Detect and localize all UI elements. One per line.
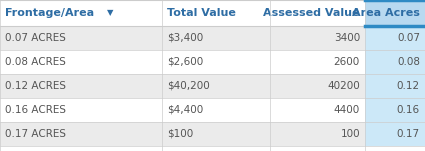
Text: Area Acres: Area Acres [352,8,420,18]
Text: 100: 100 [340,129,360,139]
Bar [162,74,270,98]
Text: 0.08 ACRES: 0.08 ACRES [5,57,66,67]
Text: $3,400: $3,400 [167,33,203,43]
Bar [0,122,162,146]
Bar [162,98,270,122]
Bar [365,0,425,26]
Bar [365,98,425,122]
Text: 0.17 ACRES: 0.17 ACRES [5,129,66,139]
Text: 4400: 4400 [334,105,360,115]
Text: 0.07 ACRES: 0.07 ACRES [5,33,66,43]
Bar [270,122,365,146]
Bar [365,26,425,50]
Bar [0,50,162,74]
Bar [0,74,162,98]
Text: Assessed Value: Assessed Value [264,8,360,18]
Bar [270,74,365,98]
Text: 0.16: 0.16 [397,105,420,115]
Text: $4,400: $4,400 [167,105,203,115]
Bar [270,26,365,50]
Text: $2,600: $2,600 [167,57,203,67]
Bar [0,26,162,50]
Bar [365,74,425,98]
Text: Frontage/Area: Frontage/Area [5,8,94,18]
Bar [270,0,365,26]
Bar [365,122,425,146]
Text: 0.17: 0.17 [397,129,420,139]
Text: 3400: 3400 [334,33,360,43]
Text: 0.12: 0.12 [397,81,420,91]
Text: Total Value: Total Value [167,8,236,18]
Text: 0.07: 0.07 [397,33,420,43]
Text: 2600: 2600 [334,57,360,67]
Bar [162,50,270,74]
Text: ▼: ▼ [107,8,113,18]
Text: 0.16 ACRES: 0.16 ACRES [5,105,66,115]
Bar [162,122,270,146]
Bar [0,0,162,26]
Bar [365,50,425,74]
Text: 0.08: 0.08 [397,57,420,67]
Text: $100: $100 [167,129,193,139]
Text: 0.12 ACRES: 0.12 ACRES [5,81,66,91]
Bar [0,98,162,122]
Text: 40200: 40200 [327,81,360,91]
Text: $40,200: $40,200 [167,81,210,91]
Bar [162,0,270,26]
Bar [162,26,270,50]
Bar [270,50,365,74]
Bar [270,98,365,122]
